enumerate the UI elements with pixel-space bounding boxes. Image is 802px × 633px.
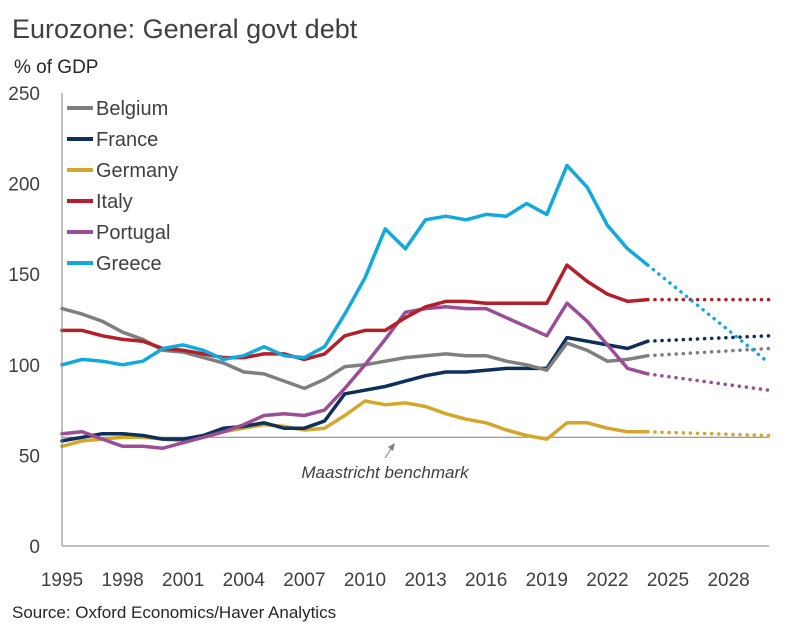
series-line-germany (60, 399, 650, 449)
series-line-italy (60, 263, 650, 362)
y-axis-unit-label: % of GDP (14, 57, 99, 78)
forecast-line-portugal (646, 372, 771, 392)
legend-label-portugal: Portugal (96, 222, 171, 244)
y-tick-label: 100 (8, 356, 40, 377)
x-tick-label: 2028 (707, 570, 749, 591)
x-tick-label: 2001 (162, 570, 204, 591)
series-lines (60, 163, 771, 450)
y-tick-label: 200 (8, 175, 40, 196)
x-tick-label: 2016 (465, 570, 507, 591)
legend-label-italy: Italy (96, 191, 133, 213)
legend-label-germany: Germany (96, 160, 178, 182)
x-tick-label: 2004 (223, 570, 266, 591)
y-tick-label: 50 (19, 446, 40, 467)
x-tick-label: 2022 (586, 570, 628, 591)
forecast-line-belgium (646, 346, 771, 358)
x-tick-label: 2010 (344, 570, 386, 591)
y-axis-ticks: 0 50 100 150 200 250 (8, 84, 40, 558)
x-tick-label: 2019 (526, 570, 568, 591)
series-line-portugal (60, 301, 650, 450)
x-tick-label: 1998 (101, 570, 143, 591)
x-tick-label: 2013 (404, 570, 446, 591)
legend-label-belgium: Belgium (96, 98, 168, 120)
series-line-greece (60, 163, 650, 367)
x-tick-label: 2025 (647, 570, 689, 591)
source-note: Source: Oxford Economics/Haver Analytics (12, 603, 337, 622)
forecast-line-greece (646, 263, 771, 365)
benchmark-annotation: Maastricht benchmark (301, 463, 470, 482)
chart-title: Eurozone: General govt debt (12, 14, 358, 44)
forecast-line-germany (646, 430, 771, 438)
legend-label-greece: Greece (96, 253, 162, 275)
forecast-line-france (646, 334, 771, 343)
legend-label-france: France (96, 129, 158, 151)
maastricht-benchmark: Maastricht benchmark (62, 436, 769, 482)
x-axis-ticks: 1995 1998 2001 2004 2007 2010 2013 2016 2019 2022… (41, 570, 750, 591)
legend: Belgium France Germany Italy Portugal Greece (67, 98, 178, 275)
y-tick-label: 0 (29, 537, 40, 558)
x-tick-label: 1995 (41, 570, 83, 591)
annotation-arrowhead (388, 443, 395, 451)
axes (61, 93, 769, 547)
y-tick-label: 150 (8, 265, 40, 286)
x-tick-label: 2007 (283, 570, 325, 591)
y-tick-label: 250 (8, 84, 40, 105)
